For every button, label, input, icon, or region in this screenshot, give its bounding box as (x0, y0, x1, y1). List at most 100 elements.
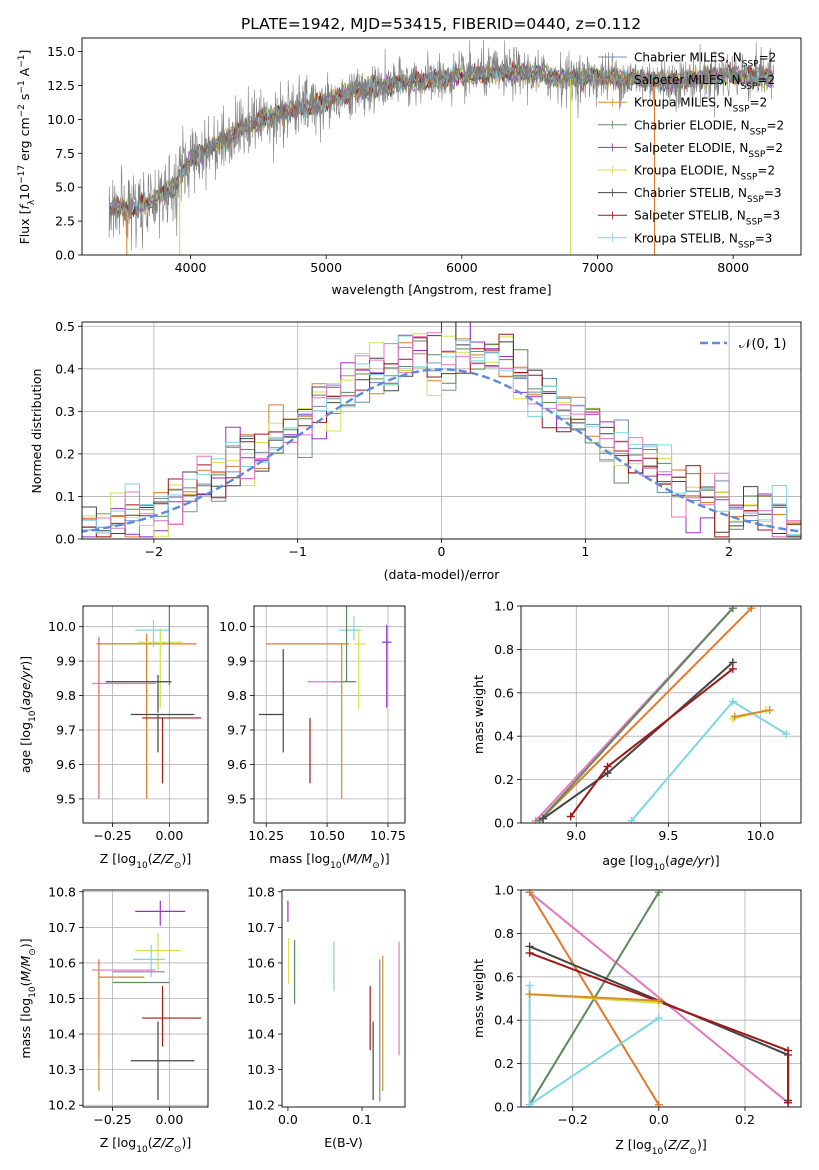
legend-label: Salpeter STELIB, NSSP=3 (634, 209, 780, 228)
y-tick-label: 0.1 (55, 489, 75, 504)
x-tick-label: 6000 (446, 260, 478, 275)
y-tick-label: 10.0 (48, 619, 76, 634)
axes-frame (520, 889, 802, 1108)
legend-label: Kroupa ELODIE, NSSP=2 (634, 164, 775, 183)
x-tick-label: 2 (725, 544, 733, 559)
y-tick-label: 0.8 (494, 926, 514, 941)
y-tick-label: 0.0 (494, 816, 514, 831)
y-tick-label: 2.5 (55, 214, 75, 229)
y-tick-label: 10.4 (48, 1027, 76, 1042)
y-tick-label: 9.8 (227, 688, 247, 703)
y-tick-label: 9.6 (227, 757, 247, 772)
y-tick-label: 10.8 (48, 884, 76, 899)
axes-frame (281, 889, 406, 1108)
y-tick-label: 5.0 (55, 180, 75, 195)
y-tick-label: 10.3 (48, 1062, 76, 1077)
y-tick-label: 10.3 (247, 1062, 275, 1077)
weight-series-line (538, 607, 734, 822)
legend-label: Salpeter ELODIE, NSSP=2 (634, 141, 783, 160)
y-tick-label: 10.5 (48, 991, 76, 1006)
weight-point-marker (654, 1100, 663, 1107)
legend-label: Chabrier STELIB, NSSP=3 (634, 186, 782, 205)
gaussian-curve (82, 368, 801, 533)
x-tick-label: 4000 (175, 260, 207, 275)
x-tick-label: 9.0 (566, 828, 586, 843)
x-tick-label: 8000 (717, 260, 749, 275)
x-axis-label: (data-model)/error (384, 567, 501, 582)
weight-point-marker (747, 606, 756, 613)
x-tick-label: 5000 (310, 260, 342, 275)
weight-series-line (630, 700, 787, 822)
spectrum-data-line (108, 39, 774, 251)
y-tick-label: 10.8 (247, 884, 275, 899)
x-axis-label: Z [log10(Z/Z⊙)] (100, 851, 191, 871)
y-tick-label: 9.9 (56, 654, 76, 669)
weight-point-marker (525, 990, 534, 999)
x-tick-label: 9.5 (658, 828, 678, 843)
histogram-step (82, 332, 801, 538)
legend-label: Chabrier ELODIE, NSSP=2 (634, 118, 784, 137)
axes-frame (82, 605, 209, 824)
weight-series-line (734, 709, 770, 718)
x-tick-label: 10.0 (747, 828, 775, 843)
weight-point-marker (627, 816, 636, 823)
y-axis-label: mass [log10(M/M⊙)] (18, 938, 38, 1058)
y-tick-label: 0.4 (494, 729, 514, 744)
x-axis-label: Z [log10(Z/Z⊙)] (615, 1137, 706, 1157)
y-tick-label: 1.0 (494, 599, 514, 614)
y-tick-label: 10.2 (247, 1098, 275, 1113)
histograms (82, 322, 801, 538)
error-bars (287, 900, 400, 1102)
weight-point-marker (525, 981, 534, 990)
y-tick-label: 9.9 (227, 654, 247, 669)
weight-point-marker (728, 606, 737, 613)
weight-series-line (528, 985, 660, 1107)
histogram-step (82, 333, 801, 538)
weight-point-marker (728, 697, 737, 706)
weight-series-line (529, 993, 659, 1002)
x-tick-label: 0.1 (352, 1112, 372, 1127)
y-tick-label: 0.2 (494, 1056, 514, 1071)
y-tick-label: 0.6 (494, 969, 514, 984)
weight-point-marker (782, 730, 791, 739)
weight-point-marker (784, 1046, 793, 1055)
weight-point-marker (654, 1014, 663, 1023)
axes-frame (520, 605, 802, 824)
x-tick-label: 10.50 (309, 828, 345, 843)
spectrum-panel: 4000 5000 6000 7000 8000 0.0 2.5 5.0 7.5 10.0 12.5… (17, 37, 802, 297)
y-tick-label: 15.0 (47, 44, 75, 59)
y-tick-label: 10.4 (247, 1027, 275, 1042)
y-tick-label: 0.4 (494, 1013, 514, 1028)
error-bars (92, 900, 202, 1100)
weight_vs_age-panel: 9.0 9.5 10.0 0.0 0.2 0.4 0.6 0.8 1.0 age [log10(a… (471, 599, 802, 873)
y-tick-label: 0.5 (55, 319, 75, 334)
y-tick-label: 0.0 (55, 248, 75, 263)
y-tick-label: 10.7 (48, 920, 76, 935)
y-axis-label: Flux [fλ10−17 erg cm−2 s−1 A−1] (17, 50, 37, 245)
x-axis-label: E(B-V) (324, 1135, 363, 1150)
y-axis-label: age [log10(age/yr)] (18, 656, 38, 773)
x-tick-label: 0 (438, 544, 446, 559)
error-bars (258, 606, 392, 799)
y-tick-label: 9.7 (227, 723, 247, 738)
axes-frame (82, 889, 209, 1108)
weight-point-marker (603, 762, 612, 771)
y-tick-label: 10.5 (247, 991, 275, 1006)
y-tick-label: 10.6 (247, 955, 275, 970)
weight-point-marker (654, 996, 663, 1005)
x-tick-label: −1 (288, 544, 306, 559)
x-tick-label: 0.0 (278, 1112, 298, 1127)
x-tick-label: 0.00 (155, 828, 183, 843)
y-tick-label: 0.2 (494, 772, 514, 787)
x-axis-label: mass [log10(M/M⊙)] (269, 851, 389, 871)
age_vs_mass-panel: 10.25 10.50 10.75 9.5 9.6 9.7 9.8 9.9 10.0 mass [… (219, 605, 406, 871)
residuals-panel: −2 −1 0 1 2 0.0 0.1 0.2 0.3 0.4 0.5 (data-model)/er… (29, 319, 802, 582)
weight-lines (531, 606, 791, 823)
spectrum-traces (108, 39, 774, 255)
x-tick-label: −0.25 (93, 828, 131, 843)
y-tick-label: 0.6 (494, 685, 514, 700)
weight-series-line (542, 661, 734, 820)
x-tick-label: −0.2 (558, 1112, 588, 1127)
axes-frame (81, 321, 802, 540)
